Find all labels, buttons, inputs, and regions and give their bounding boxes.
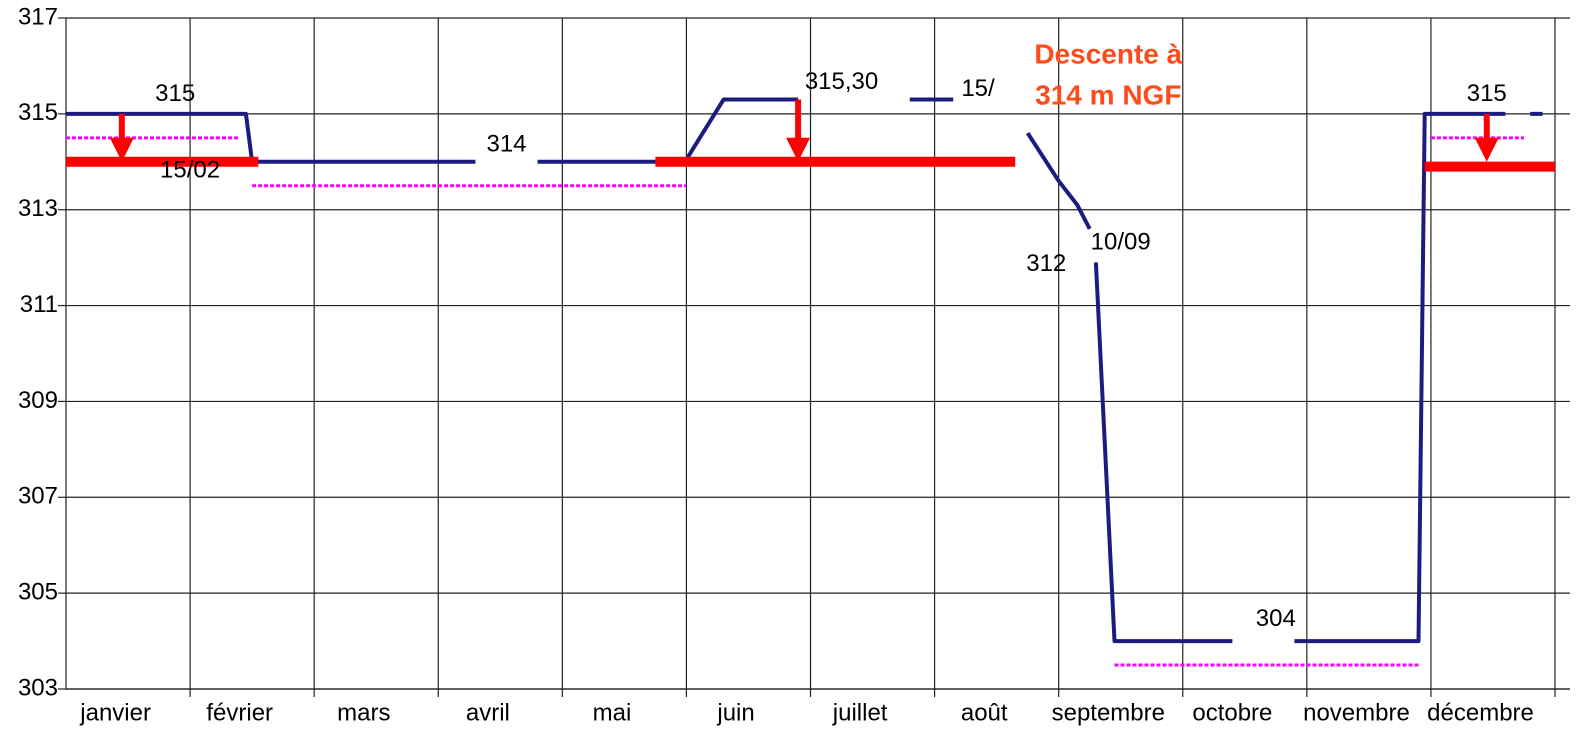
y-tick-label: 307	[18, 483, 58, 510]
arrow	[109, 113, 134, 162]
y-tick-label: 309	[18, 387, 58, 414]
annotation: 315,30	[805, 68, 878, 95]
x-tick-label: novembre	[1303, 699, 1410, 726]
y-tick-label: 303	[18, 674, 58, 701]
x-tick-label: janvier	[79, 699, 151, 726]
x-tick-label: décembre	[1427, 699, 1534, 726]
y-tick-label: 305	[18, 578, 58, 605]
annotation: 312	[1026, 250, 1066, 277]
x-tick-label: juillet	[832, 699, 888, 726]
annotation: 15/02	[160, 157, 220, 184]
annotation: 315	[155, 80, 195, 107]
annotation: 304	[1256, 605, 1296, 632]
x-tick-label: février	[206, 699, 273, 726]
x-tick-label: mars	[337, 699, 390, 726]
arrow	[786, 99, 811, 162]
x-tick-label: septembre	[1052, 699, 1165, 726]
y-tick-label: 313	[18, 195, 58, 222]
series-line	[66, 136, 1524, 667]
annotation: 314 m NGF	[1035, 79, 1181, 110]
annotation: 315	[1467, 80, 1507, 107]
arrow	[1474, 113, 1499, 162]
series-line	[66, 156, 1555, 172]
arrow-head	[109, 137, 134, 162]
x-tick-label: avril	[466, 699, 510, 726]
x-tick-label: mai	[593, 699, 632, 726]
y-tick-label: 315	[18, 99, 58, 126]
y-tick-label: 311	[20, 291, 58, 318]
arrow-head	[1474, 137, 1499, 162]
annotation: 314	[486, 130, 526, 157]
annotation: 15/	[961, 75, 995, 102]
x-tick-label: juin	[716, 699, 754, 726]
x-tick-label: août	[961, 699, 1008, 726]
annotation: 10/09	[1091, 229, 1151, 256]
annotation: Descente à	[1034, 39, 1182, 70]
series-line	[66, 97, 1543, 644]
x-tick-label: octobre	[1192, 699, 1272, 726]
arrow-head	[786, 137, 811, 162]
y-tick-label: 317	[18, 3, 58, 30]
